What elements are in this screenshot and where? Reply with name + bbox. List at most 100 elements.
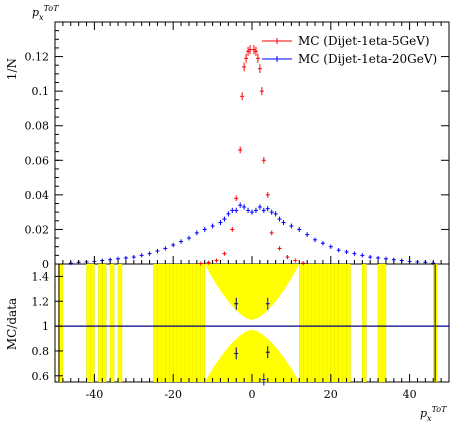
x-tick-label: 20 <box>324 388 338 401</box>
series-1-point <box>123 255 128 261</box>
series-1-point <box>261 207 266 214</box>
series-1-point <box>179 239 184 244</box>
ratio-band-8 <box>362 264 367 382</box>
series-1-point <box>246 207 251 214</box>
series-0-point <box>251 45 256 55</box>
series-0-point <box>255 53 260 63</box>
series-0-point <box>234 195 239 202</box>
x-tick-label: -20 <box>164 388 182 401</box>
series-1-point <box>320 241 325 246</box>
series-1-point <box>250 209 254 215</box>
ratio-point <box>234 347 239 360</box>
series-1-point <box>242 204 247 210</box>
series-1-point <box>131 255 136 260</box>
main-y-tick-label: 0.06 <box>25 154 50 167</box>
ratio-point <box>265 346 270 359</box>
series-0-point <box>230 227 235 232</box>
main-y-tick-label: 0.04 <box>25 189 50 202</box>
x-tick-label: -40 <box>86 388 104 401</box>
series-0-point <box>301 261 306 266</box>
series-0-point <box>214 258 219 263</box>
series-0-point <box>206 260 211 265</box>
ratio-point <box>261 373 266 386</box>
series-1-point <box>163 246 168 251</box>
series-1-point <box>297 227 302 232</box>
main-y-tick-label: 0.08 <box>25 120 50 133</box>
legend-label-1: MC (Dijet-1eta-5GeV) <box>298 34 430 48</box>
series-0-point <box>257 64 262 74</box>
series-0-point <box>240 92 245 101</box>
series-1-point <box>139 253 144 258</box>
ratio-band-upper <box>204 264 300 320</box>
series-0-point <box>261 157 266 164</box>
series-1-point <box>226 211 231 217</box>
ratio-band-5 <box>153 264 205 382</box>
series-1-point <box>155 248 160 254</box>
ratio-band-3 <box>110 264 115 382</box>
x-axis-label: pxToT <box>420 405 447 422</box>
main-y-tick-label: 0 <box>42 258 49 271</box>
series-0-point <box>246 46 251 56</box>
ratio-axis-ticks: 0.6 0.8 1 1.2 1.4 <box>32 270 63 383</box>
series-0-point <box>244 53 249 63</box>
series-1-point <box>257 204 262 210</box>
ratio-points <box>234 297 270 386</box>
series-1-point <box>218 220 223 226</box>
legend: MC (Dijet-1eta-5GeV) MC (Dijet-1eta-20Ge… <box>262 34 437 66</box>
legend-label-2: MC (Dijet-1eta-20GeV) <box>298 52 437 66</box>
series-1-point <box>352 251 357 256</box>
ratio-uncertainty-bands <box>55 264 449 382</box>
series-1-point <box>336 248 341 253</box>
series-1-point <box>368 255 373 260</box>
series-0-point <box>242 62 247 72</box>
ratio-y-axis-label: MC/data <box>5 298 19 350</box>
ratio-y-tick-label: 1.4 <box>32 270 50 283</box>
main-y-tick-label: 0.12 <box>25 51 50 64</box>
ratio-band-lower <box>204 329 300 382</box>
ratio-point <box>234 297 239 310</box>
series-1-point <box>360 253 365 258</box>
series-0-point <box>248 45 253 55</box>
main-y-tick-label: 0.02 <box>25 223 50 236</box>
series-0-point <box>253 46 258 56</box>
ratio-band-4 <box>118 264 122 382</box>
ratio-y-tick-label: 1.2 <box>32 295 50 308</box>
series-1-point <box>234 207 239 214</box>
series-1-point <box>171 242 176 248</box>
series-0-point <box>198 261 203 266</box>
x-tick-label: 40 <box>403 388 417 401</box>
x-tick-label: 0 <box>249 388 256 401</box>
series-0-point <box>285 255 290 260</box>
series-0-point <box>259 87 264 96</box>
ratio-point <box>265 297 270 310</box>
series-1-point <box>186 235 191 241</box>
series-1-point <box>376 255 381 261</box>
series-1-point <box>210 223 215 229</box>
series-0-point <box>269 230 274 236</box>
main-axis-ticks: 0 0.02 0.04 0.06 0.08 0.1 0.12 <box>25 30 449 271</box>
main-series-marks <box>68 45 436 266</box>
series-1-point <box>277 216 282 222</box>
y-axis-label: 1/N <box>5 58 19 80</box>
ratio-y-tick-label: 1 <box>42 320 49 333</box>
series-1-point <box>265 206 270 212</box>
series-1-point <box>313 237 318 243</box>
series-1-point <box>328 244 333 249</box>
series-0-point <box>277 246 282 251</box>
ratio-y-tick-label: 0.6 <box>32 370 50 383</box>
ratio-band-7 <box>299 264 351 382</box>
series-1-point <box>281 220 286 226</box>
series-0-point <box>265 192 270 198</box>
series-1-point <box>269 209 274 215</box>
x-axis-ticks: -40 -20 0 20 40 <box>54 22 450 401</box>
series-1-point <box>147 251 152 256</box>
series-1-point <box>238 202 243 208</box>
series-1-point <box>273 211 278 217</box>
series-1-point <box>289 223 294 229</box>
series-1-point <box>344 249 349 255</box>
y-axis-top-label: pxToT <box>32 4 59 22</box>
series-1-point <box>194 230 199 236</box>
ratio-y-tick-label: 0.8 <box>32 345 50 358</box>
series-0-point <box>222 251 227 256</box>
